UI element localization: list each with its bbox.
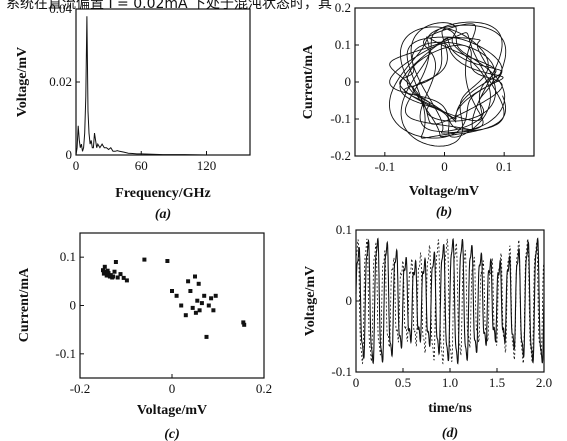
scatter-point [112,269,117,274]
panel-a-plot [75,16,250,156]
scatter-point [193,310,198,315]
y-tick-label: 0.1 [335,37,351,52]
x-tick-label: 1.5 [489,375,505,390]
y-tick-label: 0.1 [60,249,76,264]
y-tick-label: 0 [70,298,77,313]
y-tick-label: 0.2 [335,0,351,15]
panel-a-ylabel: Voltage/mV [15,47,30,117]
scatter-point [242,322,247,327]
scatter-point [174,293,179,298]
x-tick-label: 2.0 [536,375,552,390]
panel-d-ticks: 0 0.5 1.0 1.5 2.0-0.100.1 [331,222,552,390]
panel-d-plot [355,237,545,365]
scatter-point [190,305,195,310]
y-tick-label: 0 [346,293,353,308]
panel-a-xlabel: Frequency/GHz [115,186,210,201]
y-tick-label: -0.1 [55,346,76,361]
panel-b-xlabel: Voltage/mV [409,184,479,199]
panel-c-frame [79,232,265,379]
scatter-point [202,293,207,298]
panel-b-ylabel: Current/mA [301,44,316,119]
panel-b-plot [389,21,507,147]
x-tick-label: 0 [353,375,360,390]
time-series-line-solid [355,237,545,365]
scatter-point [101,268,105,273]
scatter-point [211,308,216,313]
scatter-point [188,289,193,293]
panel-c-ticks: -0.2 0 0.2 -0.1 0 0.1 [55,249,272,396]
scatter-point [199,301,204,306]
scatter-point [170,289,174,293]
y-tick-label: -0.2 [330,148,351,163]
panel-b: -0.1 0 0.1 -0.2 -0.1 0 0.1 0.2 Voltage/mV Curre… [301,0,535,220]
x-tick-label: 0 [169,381,176,396]
scatter-point [102,264,107,269]
x-tick-label: 0.2 [256,381,272,396]
time-series-line-dashed [355,238,545,365]
panel-a-caption: (a) [155,207,171,222]
scatter-point [104,273,109,278]
scatter-point [197,308,202,313]
x-tick-label: 0.1 [496,159,512,174]
panel-a: 0 60 120 0 0.02 0.04 Frequency/GHz Voltage/mV… [15,1,251,222]
panel-c-ylabel: Current/mA [17,267,32,342]
scatter-point [206,303,211,308]
x-tick-label: 120 [197,158,217,173]
panel-a-frame [75,8,251,156]
scatter-point [196,281,201,286]
scatter-point [241,320,246,325]
y-tick-label: -0.1 [331,364,352,379]
x-tick-label: -0.1 [375,159,396,174]
scatter-point [106,271,111,276]
x-tick-label: 60 [135,158,148,173]
y-tick-label: 0 [345,74,352,89]
scatter-point [142,257,147,262]
scatter-point [105,268,110,273]
x-tick-label: 0.5 [395,375,411,390]
scatter-point [124,278,129,283]
y-tick-label: -0.1 [330,111,351,126]
scatter-point [111,274,116,279]
y-tick-label: 0.02 [49,74,72,89]
panel-c: -0.2 0 0.2 -0.1 0 0.1 Voltage/mV Current/mA (… [17,232,272,441]
x-tick-label: 1.0 [442,375,458,390]
y-tick-label: 0.04 [49,1,72,16]
panel-d-caption: (d) [442,426,458,441]
scatter-point [195,298,200,303]
scatter-point [113,260,118,264]
scatter-point [165,259,170,263]
spectrum-series-line [75,16,250,156]
x-tick-label: 0 [73,158,80,173]
scatter-point [108,273,113,278]
panel-b-caption: (b) [436,205,452,220]
panel-c-plot [101,257,247,339]
scatter-point [183,313,188,318]
scatter-point [121,275,126,280]
panel-b-ticks: -0.1 0 0.1 -0.2 -0.1 0 0.1 0.2 [330,0,512,174]
scatter-point [213,293,218,298]
scatter-point [204,334,209,339]
panel-a-ticks: 0 60 120 0 0.02 0.04 [49,1,216,173]
panel-d: 0 0.5 1.0 1.5 2.0-0.100.1 time/ns Voltage/mV… [303,222,552,441]
scatter-point [115,275,120,280]
x-tick-label: 0 [441,159,448,174]
scatter-point [186,279,191,284]
scatter-point [179,303,184,308]
panel-d-ylabel: Voltage/mV [303,266,318,336]
scatter-point [118,272,123,277]
panel-d-xlabel: time/ns [428,401,472,416]
scatter-point [209,296,214,301]
scatter-point [193,274,197,279]
panel-c-caption: (c) [164,427,180,441]
y-tick-label: 0.1 [336,222,352,237]
x-tick-label: -0.2 [70,381,91,396]
panel-c-xlabel: Voltage/mV [137,403,207,418]
y-tick-label: 0 [66,147,73,162]
attractor-series-line [389,21,507,147]
